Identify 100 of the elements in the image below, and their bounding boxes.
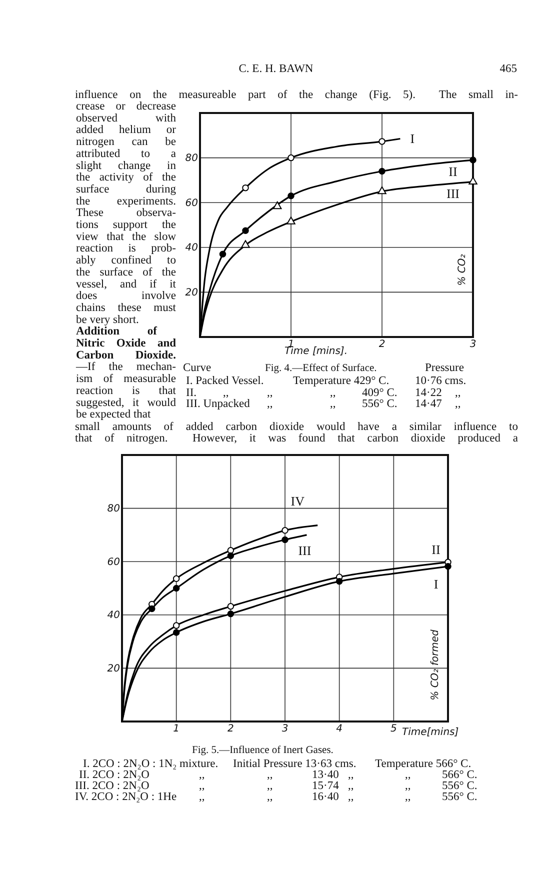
text: ,,	[267, 780, 273, 792]
text: Temperature 566° C.	[375, 758, 472, 770]
text: vessel, and if it	[76, 278, 177, 290]
series-label: III	[446, 186, 460, 201]
text: added helium or	[76, 124, 176, 136]
text: Addition of	[76, 326, 158, 338]
y-axis-title: % CO₂ formed	[430, 628, 441, 700]
y-axis-title: % CO₂	[457, 254, 468, 286]
x-tick-label: 3	[282, 724, 288, 735]
y-tick-label: 80	[107, 504, 120, 514]
series-label: I	[410, 130, 415, 146]
text: 566° C.	[442, 769, 478, 781]
text: be expected that	[76, 408, 152, 421]
text: ,,	[199, 769, 205, 781]
y-tick-label: 40	[107, 610, 120, 622]
text: ,,	[223, 387, 229, 399]
text: ,,	[267, 387, 273, 399]
text: reaction is that	[76, 384, 177, 397]
text: the experiments.	[76, 195, 176, 208]
x-tick-label: 1	[173, 724, 180, 735]
text: These observa-	[76, 207, 176, 220]
text: ,,	[405, 791, 411, 803]
text: crease or decrease	[76, 100, 176, 112]
text: ,,	[348, 791, 354, 803]
text: III. Unpacked	[186, 398, 250, 410]
text: influence on the measureable part of the change (Fig. 5). The small in-	[75, 89, 518, 101]
x-tick-label: 2	[378, 339, 386, 350]
text: ,,	[267, 769, 273, 781]
text: does involve	[76, 290, 176, 302]
text: ,,	[405, 780, 411, 792]
text: Temperature 429° C.	[293, 375, 390, 387]
text: ,,	[330, 387, 336, 399]
text: 14·47	[415, 398, 442, 410]
text: 15·74	[312, 780, 340, 792]
text: II. 2CO : 2N₂O	[79, 769, 150, 781]
text: ,,	[199, 791, 205, 803]
text: be very short.	[76, 314, 140, 326]
text: surface during	[76, 183, 176, 196]
y-tick-label: 20	[185, 287, 198, 298]
text: observed with	[76, 112, 176, 124]
text: C. E. H. BAWN	[238, 63, 314, 75]
y-tick-label: 80	[185, 153, 198, 164]
text: II.	[186, 387, 197, 399]
y-tick-label: 20	[107, 663, 120, 674]
text: ably confined to	[76, 254, 176, 267]
text: I. 2CO : 2N₂O : 1N₂ mixture.	[83, 758, 218, 770]
series-label: I	[434, 576, 438, 592]
y-tick-label: 60	[185, 198, 198, 209]
series-label: IV	[290, 493, 306, 508]
text: 556° C.	[442, 780, 478, 792]
text: that of nitrogen. However, it was found that carbon dioxide produced a	[75, 432, 518, 444]
text: reaction is prob-	[76, 242, 176, 255]
text: small amounts of added carbon dioxide would have a similar influence to	[75, 421, 518, 433]
x-tick-label: 3	[470, 339, 476, 350]
text: ,,	[199, 780, 205, 792]
series-label: II	[448, 164, 458, 180]
text: 556° C.	[442, 791, 478, 803]
text: slight change in	[76, 160, 176, 172]
text: the surface of the	[76, 266, 176, 278]
text: suggested, it would	[76, 396, 176, 409]
x-axis-title: Time[mins]	[402, 727, 459, 738]
text: ism of measurable	[76, 373, 176, 386]
text: Initial Pressure 13·63 cms.	[233, 758, 356, 770]
text: 556° C.	[362, 398, 398, 410]
text: 14·22	[415, 387, 442, 399]
text: 465	[500, 63, 518, 75]
text: ,,	[455, 398, 461, 410]
text: ,,	[267, 791, 273, 803]
text: the activity of the	[76, 172, 176, 184]
text: ,,	[348, 780, 354, 792]
text: tions support the	[76, 219, 176, 231]
y-tick-label: 60	[107, 556, 120, 568]
x-tick-label: 2	[227, 724, 234, 735]
text: Carbon Dioxide.	[76, 349, 176, 362]
text: Nitric Oxide and	[76, 338, 177, 350]
text: chains these must	[76, 302, 177, 314]
text: 13·40	[312, 769, 340, 781]
text: Fig. 4.—Effect of Surface.	[265, 363, 377, 374]
text: ,,	[455, 387, 461, 399]
x-tick-label: 4	[336, 724, 343, 735]
text: —If the mechan-	[75, 361, 176, 374]
text: Curve	[183, 362, 212, 374]
series-label: II	[432, 542, 440, 558]
text: 16·40	[312, 791, 340, 803]
text: 409° C.	[362, 387, 398, 399]
text: ,,	[405, 769, 411, 781]
text: Pressure	[425, 362, 464, 374]
y-tick-label: 40	[185, 242, 198, 254]
text: I. Packed Vessel.	[186, 375, 264, 387]
text: 10·76 cms.	[415, 375, 466, 387]
text: IV. 2CO : 2N₂O : 1He	[75, 791, 177, 803]
x-tick-label: 5	[390, 724, 397, 735]
text: ,,	[330, 398, 336, 410]
text: attributed to a	[76, 148, 176, 160]
series-label: III	[298, 542, 312, 558]
text: nitrogen can be	[76, 136, 176, 148]
text: view that the slow	[76, 230, 177, 243]
text: III. 2CO : 2N₂O	[75, 780, 150, 792]
text: Fig. 5.—Influence of Inert Gases.	[192, 745, 334, 756]
text: ,,	[348, 769, 354, 781]
